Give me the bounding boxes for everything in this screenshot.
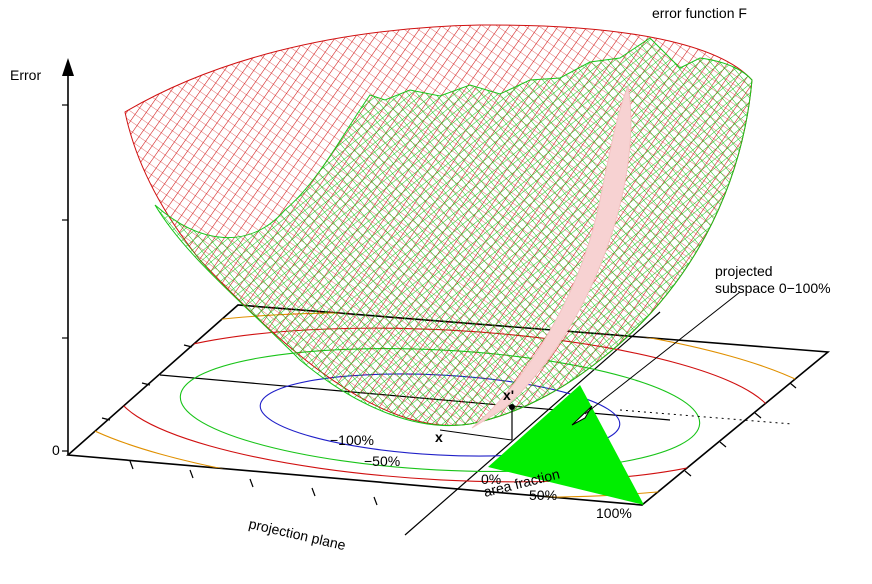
tick	[311, 487, 316, 497]
zero-label: 0	[52, 442, 60, 458]
points: x' x	[435, 387, 515, 445]
projection-slice	[471, 84, 632, 429]
tick	[129, 460, 134, 470]
tick-label-50: 50%	[529, 487, 557, 503]
error-axis: Error 0	[10, 58, 74, 458]
tick	[754, 412, 762, 419]
error-surface	[124, 24, 753, 429]
error-axis-arrow	[62, 58, 74, 76]
x-label: x	[435, 429, 443, 445]
tick	[101, 417, 111, 421]
x-prime-label: x'	[503, 387, 514, 403]
projected-label-line2: subspace 0−100%	[715, 280, 831, 296]
surface-inner-green	[154, 37, 753, 427]
tick-label-neg100: −100%	[330, 432, 374, 448]
projection-plane-label: projection plane	[247, 515, 347, 553]
subspace-pointer-head	[571, 405, 593, 426]
tick-label-neg50: −50%	[364, 453, 400, 469]
tick	[719, 441, 727, 448]
tick	[249, 478, 254, 488]
tick	[141, 382, 151, 386]
subspace-leader	[584, 291, 741, 415]
tick-label-0: 0%	[481, 471, 501, 487]
dotted-guide	[619, 409, 793, 425]
subspace-triangle	[488, 385, 644, 505]
tick-labels: −100% −50% 0% 50% 100%	[330, 432, 632, 521]
tick	[789, 382, 797, 389]
x-prime-dot	[509, 404, 515, 410]
surface-label: error function F	[652, 5, 747, 21]
x-prime-foot	[439, 429, 513, 441]
tick	[684, 470, 692, 477]
error-axis-label: Error	[10, 67, 41, 83]
plane-ticks	[101, 344, 797, 506]
projected-subspace	[488, 291, 793, 505]
tick-label-100: 100%	[596, 505, 632, 521]
tick	[189, 469, 194, 479]
tick	[183, 344, 193, 348]
projected-label-line1: projected	[715, 263, 773, 279]
plane-outline	[66, 304, 831, 506]
tick	[373, 496, 378, 506]
